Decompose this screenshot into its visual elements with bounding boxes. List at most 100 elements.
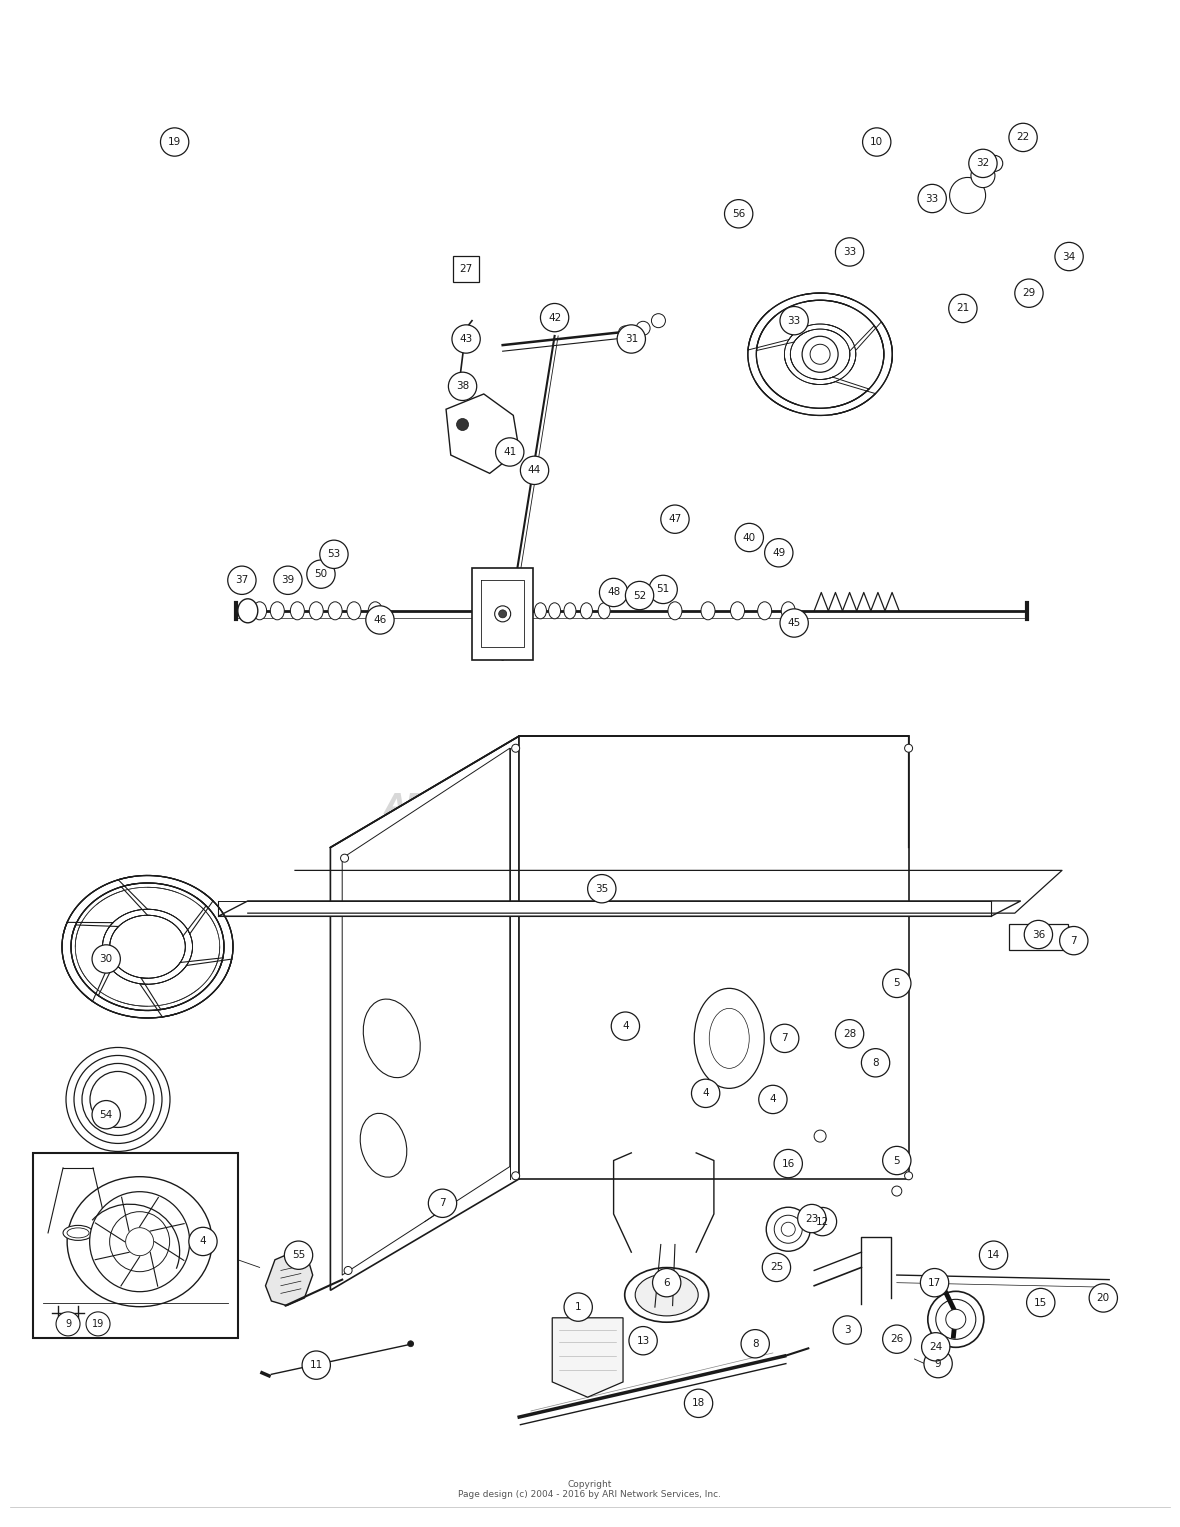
Text: 12: 12 bbox=[815, 1217, 830, 1226]
Text: 46: 46 bbox=[373, 615, 387, 625]
Text: 5: 5 bbox=[893, 979, 900, 988]
Circle shape bbox=[883, 970, 911, 997]
Circle shape bbox=[407, 1341, 414, 1347]
Ellipse shape bbox=[63, 1225, 93, 1240]
Circle shape bbox=[1035, 1296, 1047, 1309]
Circle shape bbox=[922, 1333, 950, 1361]
Circle shape bbox=[125, 1228, 153, 1255]
Circle shape bbox=[781, 1222, 795, 1237]
Ellipse shape bbox=[368, 602, 382, 620]
Circle shape bbox=[1009, 124, 1037, 151]
Circle shape bbox=[1015, 279, 1043, 307]
Text: 30: 30 bbox=[99, 954, 113, 964]
Circle shape bbox=[765, 539, 793, 567]
Circle shape bbox=[345, 1266, 352, 1275]
Text: 33: 33 bbox=[787, 316, 801, 325]
Circle shape bbox=[1099, 1293, 1108, 1303]
Polygon shape bbox=[1009, 924, 1068, 950]
Text: 53: 53 bbox=[327, 550, 341, 559]
Bar bbox=[453, 255, 479, 282]
Circle shape bbox=[90, 1191, 190, 1292]
Circle shape bbox=[611, 1012, 640, 1040]
Ellipse shape bbox=[598, 603, 610, 618]
Text: 4: 4 bbox=[199, 1237, 206, 1246]
Text: 28: 28 bbox=[843, 1029, 857, 1038]
Circle shape bbox=[653, 1269, 681, 1296]
Text: 48: 48 bbox=[607, 588, 621, 597]
Circle shape bbox=[735, 524, 763, 551]
Text: 39: 39 bbox=[281, 576, 295, 585]
Ellipse shape bbox=[253, 602, 267, 620]
Circle shape bbox=[320, 541, 348, 568]
Text: 24: 24 bbox=[929, 1342, 943, 1351]
Circle shape bbox=[835, 238, 864, 266]
Ellipse shape bbox=[360, 1113, 407, 1177]
Bar bbox=[33, 1153, 238, 1338]
Circle shape bbox=[466, 344, 473, 353]
Circle shape bbox=[946, 1309, 965, 1330]
Polygon shape bbox=[266, 1252, 313, 1306]
Circle shape bbox=[691, 1080, 720, 1107]
Ellipse shape bbox=[328, 602, 342, 620]
Text: 20: 20 bbox=[1096, 1293, 1110, 1303]
Circle shape bbox=[520, 457, 549, 484]
Circle shape bbox=[1060, 927, 1088, 954]
Ellipse shape bbox=[624, 1267, 709, 1322]
Text: 4: 4 bbox=[702, 1089, 709, 1098]
Text: 9: 9 bbox=[935, 1359, 942, 1368]
Text: 8: 8 bbox=[872, 1058, 879, 1067]
Text: 29: 29 bbox=[1022, 289, 1036, 298]
Polygon shape bbox=[330, 736, 519, 1290]
Circle shape bbox=[366, 606, 394, 634]
Circle shape bbox=[341, 854, 348, 863]
Circle shape bbox=[625, 582, 654, 609]
Ellipse shape bbox=[694, 988, 765, 1089]
Text: 10: 10 bbox=[870, 137, 884, 147]
Circle shape bbox=[496, 438, 524, 466]
Circle shape bbox=[971, 163, 995, 188]
Text: 18: 18 bbox=[691, 1399, 706, 1408]
Ellipse shape bbox=[758, 602, 772, 620]
Text: 27: 27 bbox=[459, 264, 473, 273]
Circle shape bbox=[684, 1390, 713, 1417]
Polygon shape bbox=[446, 394, 519, 473]
Text: Page design (c) 2004 - 2016 by ARI Network Services, Inc.: Page design (c) 2004 - 2016 by ARI Netwo… bbox=[459, 1490, 721, 1500]
Text: 19: 19 bbox=[168, 137, 182, 147]
Circle shape bbox=[927, 1292, 984, 1347]
Circle shape bbox=[774, 1150, 802, 1177]
Circle shape bbox=[499, 609, 506, 618]
Circle shape bbox=[92, 945, 120, 973]
Circle shape bbox=[307, 560, 335, 588]
Ellipse shape bbox=[535, 603, 546, 618]
Ellipse shape bbox=[701, 602, 715, 620]
Ellipse shape bbox=[581, 603, 592, 618]
Ellipse shape bbox=[67, 1177, 212, 1307]
Circle shape bbox=[766, 1208, 811, 1251]
Circle shape bbox=[618, 325, 632, 341]
Circle shape bbox=[798, 1205, 826, 1232]
Ellipse shape bbox=[781, 602, 795, 620]
Circle shape bbox=[55, 1312, 80, 1336]
Ellipse shape bbox=[238, 599, 257, 623]
Text: 11: 11 bbox=[309, 1361, 323, 1370]
Ellipse shape bbox=[270, 602, 284, 620]
Text: 49: 49 bbox=[772, 548, 786, 557]
Circle shape bbox=[861, 1049, 890, 1077]
Text: 13: 13 bbox=[636, 1336, 650, 1345]
Text: 41: 41 bbox=[503, 447, 517, 457]
Circle shape bbox=[833, 1316, 861, 1344]
Circle shape bbox=[986, 156, 1003, 171]
Text: 38: 38 bbox=[455, 382, 470, 391]
Text: 6: 6 bbox=[663, 1278, 670, 1287]
Text: 9: 9 bbox=[65, 1319, 71, 1328]
Circle shape bbox=[92, 1101, 120, 1128]
Circle shape bbox=[979, 1241, 1008, 1269]
Circle shape bbox=[905, 1171, 912, 1180]
Circle shape bbox=[802, 336, 838, 373]
Circle shape bbox=[302, 1351, 330, 1379]
Text: 7: 7 bbox=[781, 1034, 788, 1043]
Circle shape bbox=[835, 1020, 864, 1048]
Ellipse shape bbox=[668, 602, 682, 620]
Circle shape bbox=[651, 313, 666, 328]
Circle shape bbox=[284, 1241, 313, 1269]
